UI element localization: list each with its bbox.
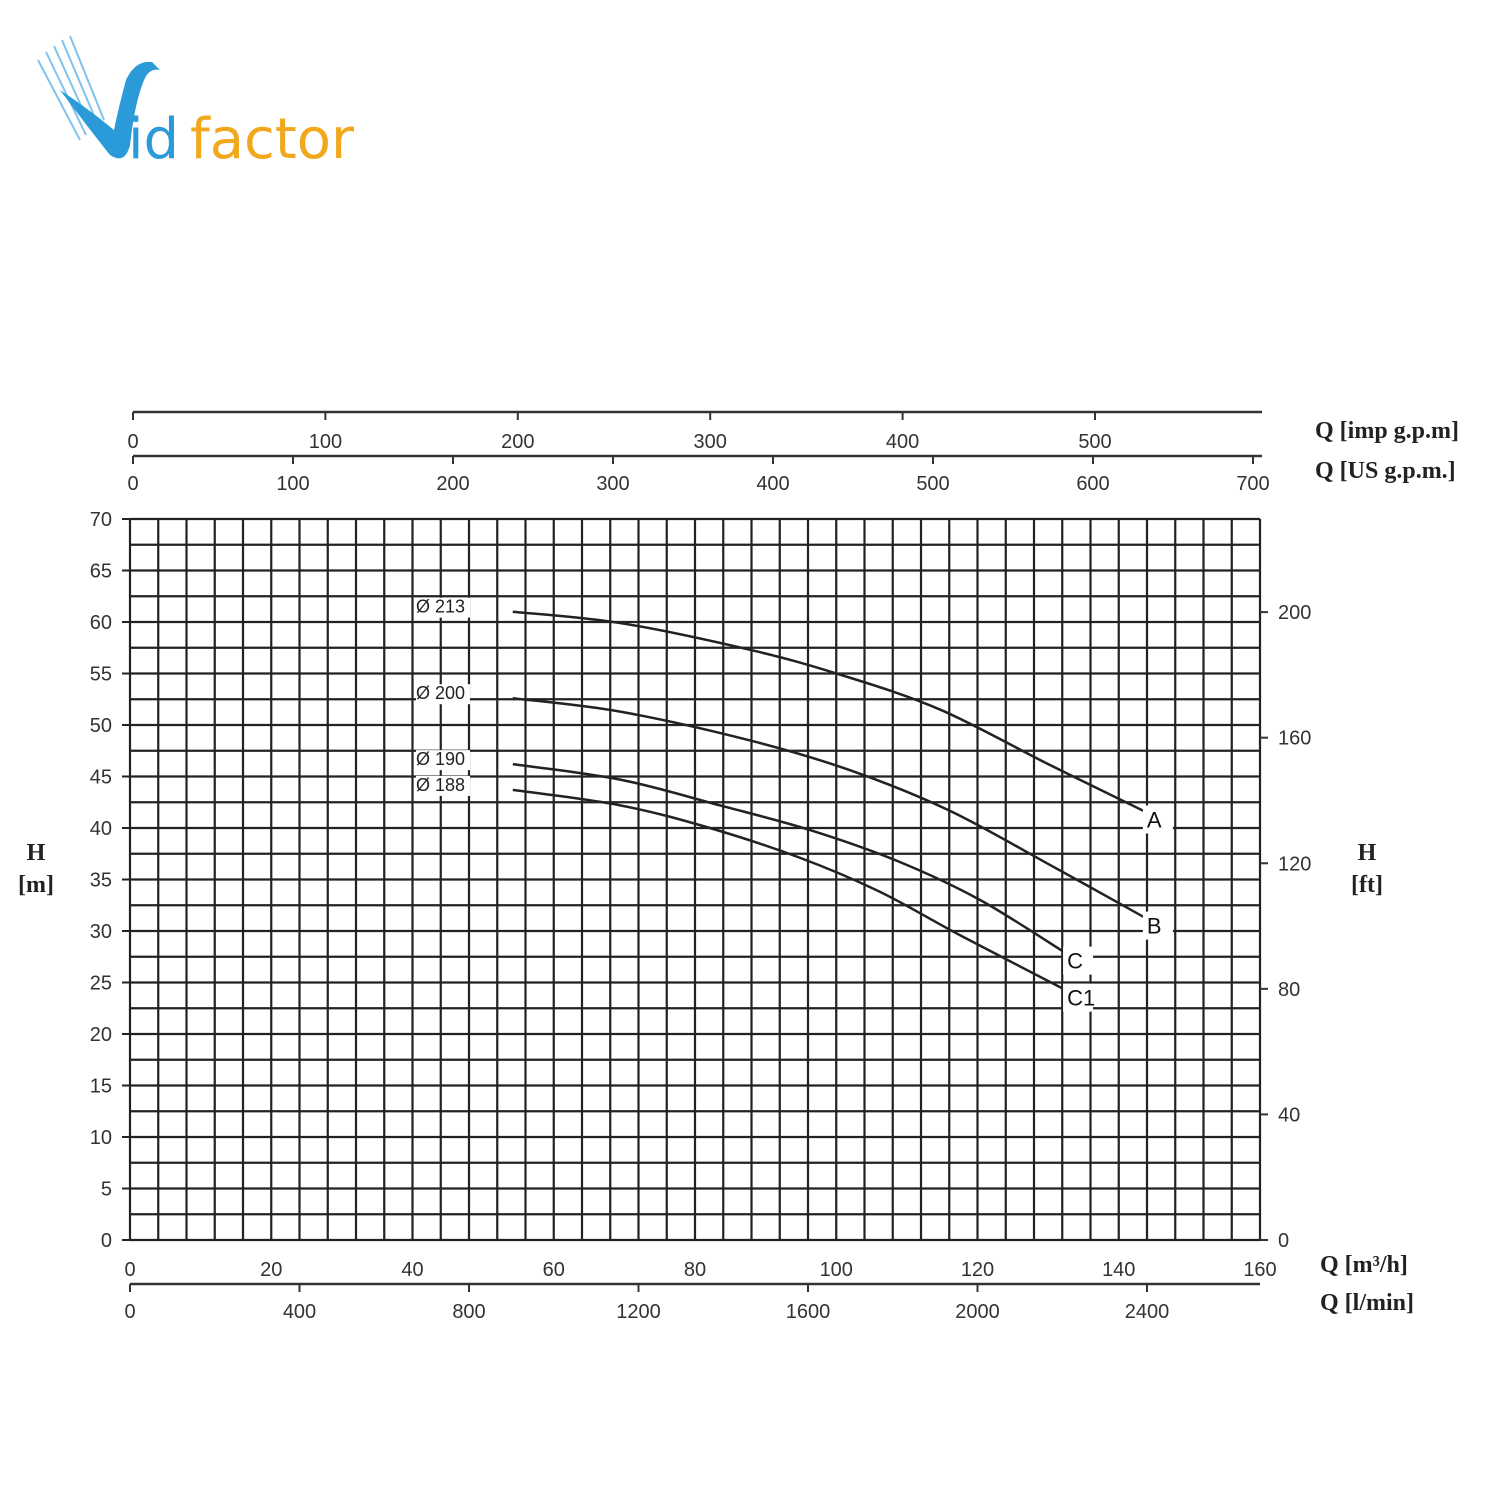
- us-gpm-tick-label: 700: [1236, 473, 1269, 495]
- x-tick-label: 140: [1102, 1259, 1135, 1281]
- us-gpm-tick-label: 0: [127, 473, 138, 495]
- end-label-bg: [1142, 911, 1173, 940]
- us-gpm-tick-label: 200: [436, 473, 469, 495]
- ft-tick-label: 120: [1278, 853, 1311, 875]
- curve-end-label: C: [1067, 949, 1083, 974]
- curve-diameter-label: Ø 213: [416, 597, 465, 617]
- ft-tick-label: 0: [1278, 1230, 1289, 1252]
- top-axis-label-us: Q [US g.p.m.]: [1315, 458, 1456, 484]
- x-tick-label: 40: [401, 1259, 423, 1281]
- curve-label-bg: [416, 775, 470, 796]
- left-axis-label-unit: [m]: [18, 872, 54, 898]
- y-tick-label: 15: [90, 1076, 112, 1098]
- imp-gpm-tick-label: 400: [886, 431, 919, 453]
- y-tick-label: 25: [90, 973, 112, 995]
- x-tick-label: 0: [124, 1259, 135, 1281]
- curve-end-label: B: [1147, 914, 1162, 939]
- lmin-tick-label: 800: [452, 1301, 485, 1323]
- x-tick-label: 120: [961, 1259, 994, 1281]
- curve-a: [512, 610, 1146, 813]
- y-tick-label: 65: [90, 561, 112, 583]
- curve-label-bg: [416, 597, 470, 618]
- right-axis-label-h: H: [1358, 840, 1377, 866]
- bottom-axis-label-lmin: Q [l/min]: [1320, 1290, 1414, 1316]
- left-axis-label-h: H: [27, 840, 46, 866]
- vidfactor-logo: id factor: [37, 35, 355, 170]
- imp-gpm-tick-label: 200: [501, 431, 534, 453]
- ft-tick-label: 40: [1278, 1104, 1300, 1126]
- imp-gpm-tick-label: 100: [309, 431, 342, 453]
- x-tick-label: 20: [260, 1259, 282, 1281]
- imp-gpm-tick-label: 0: [127, 431, 138, 453]
- ft-tick-label: 200: [1278, 602, 1311, 624]
- imp-gpm-tick-label: 300: [694, 431, 727, 453]
- end-label-bg: [1063, 983, 1094, 1012]
- y-tick-label: 70: [90, 509, 112, 531]
- y-tick-label: 55: [90, 664, 112, 686]
- ft-tick-label: 160: [1278, 728, 1311, 750]
- lmin-tick-label: 1200: [616, 1301, 661, 1323]
- us-gpm-tick-label: 300: [596, 473, 629, 495]
- us-gpm-tick-label: 600: [1076, 473, 1109, 495]
- lmin-tick-label: 1600: [786, 1301, 831, 1323]
- curve-end-label: C1: [1067, 986, 1095, 1011]
- end-label-bg: [1142, 805, 1173, 834]
- curves: Ø 213 A Ø 200 B Ø 190 C Ø 188 C1: [416, 597, 1173, 1012]
- imp-gpm-tick-label: 500: [1078, 431, 1111, 453]
- x-tick-label: 160: [1243, 1259, 1276, 1281]
- y-tick-label: 10: [90, 1127, 112, 1149]
- lmin-tick-label: 400: [283, 1301, 316, 1323]
- logo-text-id: id: [128, 107, 179, 170]
- lmin-tick-label: 2000: [955, 1301, 1000, 1323]
- curve-diameter-label: Ø 190: [416, 749, 465, 769]
- curve-b: [512, 696, 1146, 919]
- y-tick-label: 35: [90, 870, 112, 892]
- us-gpm-tick-label: 100: [276, 473, 309, 495]
- curve-diameter-label: Ø 200: [416, 683, 465, 703]
- y-tick-label: 45: [90, 767, 112, 789]
- bottom-axis-label-m3h: Q [m³/h]: [1320, 1252, 1408, 1278]
- us-gpm-tick-label: 400: [756, 473, 789, 495]
- x-tick-label: 80: [684, 1259, 706, 1281]
- curve-c1: [512, 788, 1066, 991]
- ft-tick-label: 80: [1278, 979, 1300, 1001]
- x-tick-label: 100: [820, 1259, 853, 1281]
- curve-label-bg: [416, 750, 470, 771]
- y-tick-label: 30: [90, 921, 112, 943]
- end-label-bg: [1063, 946, 1094, 975]
- right-axis-label-unit: [ft]: [1351, 872, 1383, 898]
- curve-end-label: A: [1147, 808, 1162, 833]
- y-tick-label: 5: [101, 1179, 112, 1201]
- curve-c: [512, 762, 1066, 954]
- top-axis-label-imp: Q [imp g.p.m]: [1315, 418, 1459, 444]
- y-tick-label: 40: [90, 818, 112, 840]
- y-tick-label: 20: [90, 1024, 112, 1046]
- curve-diameter-label: Ø 188: [416, 775, 465, 795]
- logo-text-factor: factor: [190, 107, 355, 170]
- lmin-tick-label: 0: [124, 1301, 135, 1323]
- bird-feather-icon: [37, 35, 105, 141]
- y-tick-label: 50: [90, 715, 112, 737]
- x-tick-label: 60: [543, 1259, 565, 1281]
- y-tick-label: 60: [90, 612, 112, 634]
- grid: [128, 517, 1262, 1242]
- curve-label-bg: [416, 684, 470, 705]
- y-tick-label: 0: [101, 1230, 112, 1252]
- us-gpm-tick-label: 500: [916, 473, 949, 495]
- lmin-tick-label: 2400: [1125, 1301, 1170, 1323]
- bird-v-icon: [60, 61, 160, 159]
